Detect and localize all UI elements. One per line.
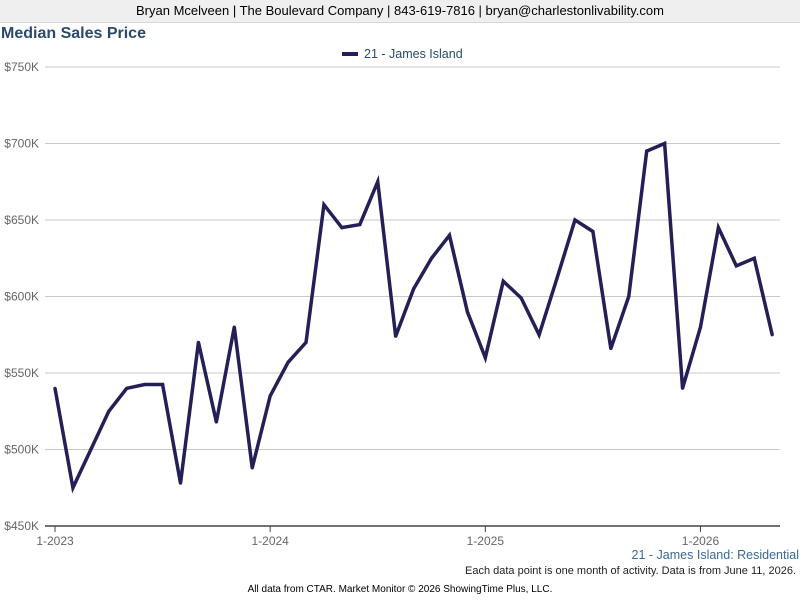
data-point (447, 233, 452, 237)
footer-credit: All data from CTAR. Market Monitor © 202… (247, 584, 553, 595)
data-point (268, 394, 272, 398)
y-tick-label: $600K (4, 290, 39, 304)
data-point (609, 346, 613, 351)
data-point (770, 333, 774, 337)
data-point (519, 296, 523, 300)
data-point (663, 141, 667, 146)
data-point (483, 356, 487, 360)
data-point (716, 226, 721, 230)
data-point (160, 382, 165, 387)
data-point (412, 287, 416, 291)
legend-label: 21 - James Island (364, 47, 463, 61)
data-point (89, 447, 93, 452)
data-point (573, 218, 577, 222)
series-line (53, 140, 774, 494)
data-point (71, 486, 75, 490)
data-point (304, 340, 308, 344)
y-tick-label: $650K (4, 213, 39, 227)
data-point (627, 294, 631, 299)
data-point (501, 279, 505, 283)
y-tick-label: $550K (4, 366, 39, 380)
y-tick-label: $450K (4, 519, 39, 533)
data-point (680, 386, 685, 390)
data-point (53, 386, 57, 390)
data-point (286, 360, 290, 364)
y-tick-label: $750K (4, 60, 39, 74)
y-tick-label: $500K (4, 443, 39, 457)
data-point (537, 333, 541, 337)
legend-swatch (342, 51, 358, 56)
x-tick-label: 1-2026 (682, 534, 720, 548)
data-point (734, 264, 738, 268)
data-point (214, 420, 218, 424)
x-tick-label: 1-2024 (251, 534, 289, 548)
contact-header: Bryan Mcelveen | The Boulevard Company |… (0, 0, 800, 23)
data-point (340, 226, 344, 230)
data-point (322, 203, 326, 207)
data-point (107, 409, 111, 413)
data-point (143, 382, 147, 387)
y-tick-label: $700K (4, 137, 39, 151)
data-note: Each data point is one month of activity… (465, 565, 796, 577)
data-point (429, 256, 434, 260)
data-point (645, 149, 649, 153)
data-point (394, 334, 398, 338)
x-tick-label: 1-2023 (36, 534, 74, 548)
data-point (752, 256, 756, 260)
data-point (376, 180, 380, 184)
data-point (591, 229, 595, 234)
data-point (698, 325, 703, 329)
data-point (250, 466, 254, 470)
data-point (178, 481, 183, 485)
data-point (465, 310, 469, 314)
chart-legend: 21 - James Island (342, 46, 463, 62)
data-point (555, 276, 559, 280)
data-point (358, 222, 362, 227)
data-point (196, 340, 201, 344)
chart-title: Median Sales Price (1, 25, 146, 42)
data-point (232, 325, 236, 329)
x-tick-label: 1-2025 (467, 534, 505, 548)
chart-subtitle: 21 - James Island: Residential (631, 548, 799, 562)
data-point (125, 386, 129, 390)
